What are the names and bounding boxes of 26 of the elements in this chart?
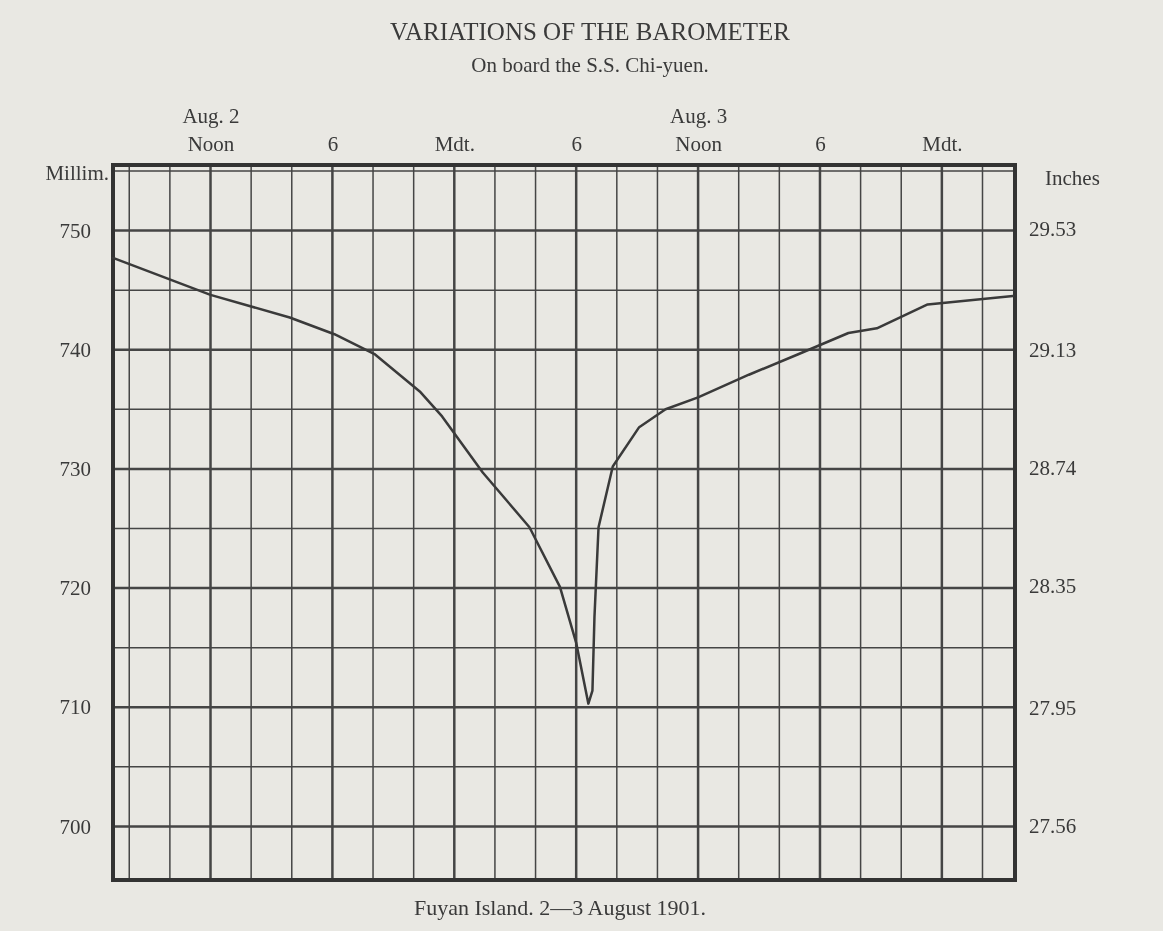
text: Fuyan Island. 2—3 August 1901. bbox=[413, 895, 707, 920]
y-tick-label: 720 bbox=[59, 576, 91, 601]
y-tick-label: 750 bbox=[59, 218, 91, 243]
y2-tick-label: 28.35 bbox=[1029, 574, 1077, 599]
x-tick-label: 6 bbox=[327, 132, 339, 156]
y-tick-label: 730 bbox=[59, 457, 91, 482]
x-tick-label: Noon bbox=[675, 132, 723, 156]
y-tick-label: 710 bbox=[59, 695, 91, 720]
y2-tick-label: 29.53 bbox=[1029, 216, 1077, 241]
chart-title: VARIATIONS OF THE BAROMETER bbox=[390, 18, 791, 45]
y2-tick-label: 28.74 bbox=[1029, 456, 1077, 481]
x-tick-label: 6 bbox=[815, 132, 826, 156]
y2-tick-label: 27.95 bbox=[1029, 695, 1077, 720]
chart-subtitle: On board the S.S. Chi-yuen. bbox=[471, 53, 709, 77]
y2-tick-label: 27.56 bbox=[1029, 813, 1077, 838]
x-tick-label: Mdt. bbox=[434, 132, 475, 156]
y-tick-label: 740 bbox=[59, 337, 91, 362]
y2-tick-label: 29.13 bbox=[1029, 338, 1077, 363]
x-tick-label: Mdt. bbox=[922, 132, 963, 156]
x-tick-label: Noon bbox=[187, 132, 235, 156]
y-axis-title: Millim. bbox=[45, 161, 109, 185]
x2-tick-label: Aug. 2 bbox=[182, 104, 240, 128]
x-tick-label: 6 bbox=[571, 132, 582, 156]
x2-tick-label: Aug. 3 bbox=[670, 104, 728, 128]
y2-axis-title: Inches bbox=[1045, 166, 1100, 190]
y-tick-label: 700 bbox=[59, 814, 91, 839]
